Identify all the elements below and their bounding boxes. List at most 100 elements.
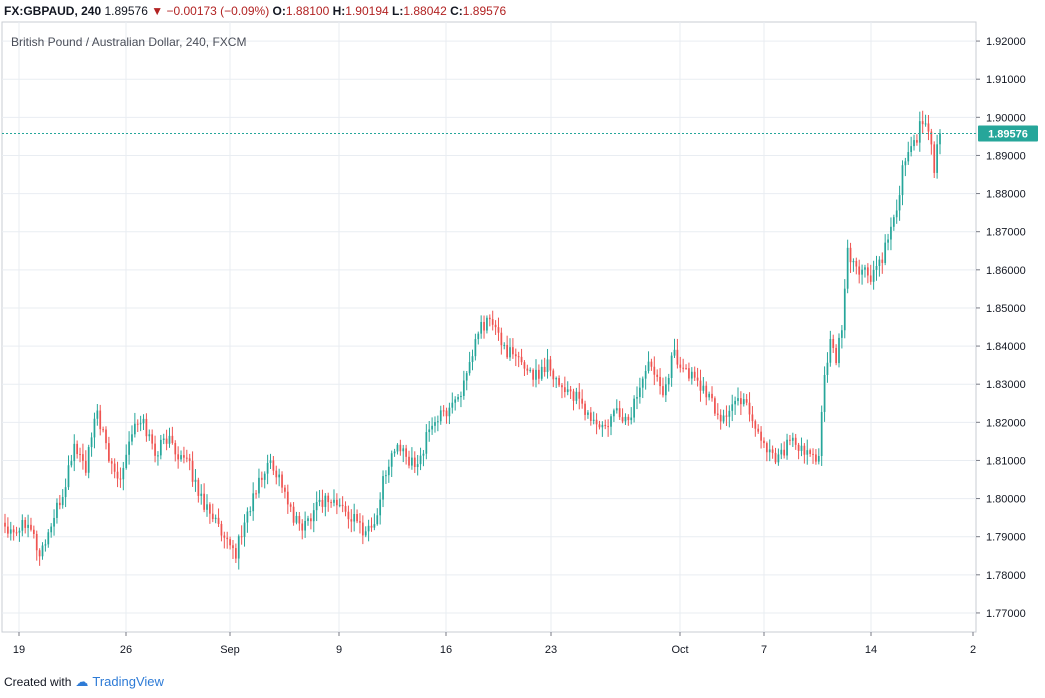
candle-body[interactable] xyxy=(566,389,569,393)
candle-body[interactable] xyxy=(480,321,483,334)
candle[interactable] xyxy=(157,451,159,466)
candle[interactable] xyxy=(32,525,35,539)
candle[interactable] xyxy=(765,441,768,462)
candle[interactable] xyxy=(393,448,396,457)
candle-body[interactable] xyxy=(234,548,237,559)
candle[interactable] xyxy=(503,342,506,350)
candle-body[interactable] xyxy=(575,391,578,401)
candle-body[interactable] xyxy=(318,499,321,502)
candle-body[interactable] xyxy=(745,399,748,403)
candle[interactable] xyxy=(800,437,803,457)
candle-body[interactable] xyxy=(682,367,685,369)
candle[interactable] xyxy=(425,424,428,460)
candle-body[interactable] xyxy=(610,416,612,427)
candle-body[interactable] xyxy=(910,146,913,153)
candle-body[interactable] xyxy=(460,395,462,398)
candle-body[interactable] xyxy=(445,410,448,417)
candle-body[interactable] xyxy=(797,444,800,451)
candle-body[interactable] xyxy=(116,471,119,479)
candle[interactable] xyxy=(615,399,618,414)
candle-body[interactable] xyxy=(855,260,858,267)
candle[interactable] xyxy=(722,409,725,424)
candle-body[interactable] xyxy=(869,275,872,282)
candle-body[interactable] xyxy=(232,545,234,549)
candle[interactable] xyxy=(561,383,563,399)
candle[interactable] xyxy=(630,407,633,425)
candle-body[interactable] xyxy=(99,410,102,430)
candle[interactable] xyxy=(592,411,595,425)
candle[interactable] xyxy=(892,214,895,231)
candle-body[interactable] xyxy=(589,412,592,421)
candle[interactable] xyxy=(263,471,266,489)
candle[interactable] xyxy=(855,257,858,275)
candle[interactable] xyxy=(142,414,145,431)
candle-body[interactable] xyxy=(592,419,595,421)
candle[interactable] xyxy=(633,395,635,423)
candle-body[interactable] xyxy=(21,519,24,531)
candle[interactable] xyxy=(670,352,673,387)
candle-body[interactable] xyxy=(662,386,664,396)
candle[interactable] xyxy=(901,160,904,206)
candle-body[interactable] xyxy=(584,403,586,415)
candle-body[interactable] xyxy=(555,378,558,380)
candle-body[interactable] xyxy=(226,537,229,540)
candle-body[interactable] xyxy=(916,140,918,143)
candle-body[interactable] xyxy=(252,493,255,512)
candle-body[interactable] xyxy=(607,426,609,428)
candle-body[interactable] xyxy=(292,506,295,523)
candle-body[interactable] xyxy=(523,362,526,369)
candle[interactable] xyxy=(650,358,653,371)
candle[interactable] xyxy=(405,444,407,465)
candle[interactable] xyxy=(333,489,335,507)
candle-body[interactable] xyxy=(558,378,560,386)
candle-body[interactable] xyxy=(90,437,93,448)
candle-body[interactable] xyxy=(526,368,529,371)
price-axis[interactable]: 1.92000 1.91000 1.90000 1.89000 1.88000 1.870… xyxy=(976,36,1026,620)
candle[interactable] xyxy=(364,526,367,538)
candle[interactable] xyxy=(653,356,656,386)
candle-body[interactable] xyxy=(690,371,693,379)
candle-body[interactable] xyxy=(298,515,301,524)
candle-body[interactable] xyxy=(699,380,702,391)
candle[interactable] xyxy=(555,376,558,389)
candle[interactable] xyxy=(73,434,76,472)
candle-body[interactable] xyxy=(162,438,165,440)
candle-body[interactable] xyxy=(791,437,794,441)
candle-body[interactable] xyxy=(659,376,661,387)
candle-body[interactable] xyxy=(278,474,281,478)
candle[interactable] xyxy=(690,367,693,385)
candle-body[interactable] xyxy=(237,536,240,559)
candle-body[interactable] xyxy=(177,454,180,460)
candle[interactable] xyxy=(673,338,676,359)
candle-body[interactable] xyxy=(269,460,272,463)
candle-body[interactable] xyxy=(370,525,373,528)
candle[interactable] xyxy=(907,141,910,165)
candle-body[interactable] xyxy=(630,417,633,421)
candle-body[interactable] xyxy=(832,338,835,348)
candle-body[interactable] xyxy=(491,319,494,325)
candle[interactable] xyxy=(890,217,892,251)
candle-body[interactable] xyxy=(67,465,70,488)
candle[interactable] xyxy=(165,429,168,451)
candle[interactable] xyxy=(895,199,898,224)
candle-body[interactable] xyxy=(685,368,687,370)
candle-body[interactable] xyxy=(465,373,468,381)
candle[interactable] xyxy=(275,465,278,485)
candle-body[interactable] xyxy=(581,398,584,404)
candle[interactable] xyxy=(162,433,165,445)
candle[interactable] xyxy=(457,393,459,402)
candle-body[interactable] xyxy=(679,364,682,368)
candle[interactable] xyxy=(197,477,200,503)
candle[interactable] xyxy=(266,454,269,485)
candle-body[interactable] xyxy=(838,337,840,364)
candle-body[interactable] xyxy=(512,347,514,355)
candle-body[interactable] xyxy=(546,359,549,373)
candle-body[interactable] xyxy=(50,526,53,533)
candle[interactable] xyxy=(223,531,226,549)
candle-body[interactable] xyxy=(569,389,572,392)
candle[interactable] xyxy=(206,494,208,517)
candle-body[interactable] xyxy=(27,524,29,528)
candle[interactable] xyxy=(656,369,659,382)
candle[interactable] xyxy=(217,508,220,527)
candle[interactable] xyxy=(644,365,647,390)
